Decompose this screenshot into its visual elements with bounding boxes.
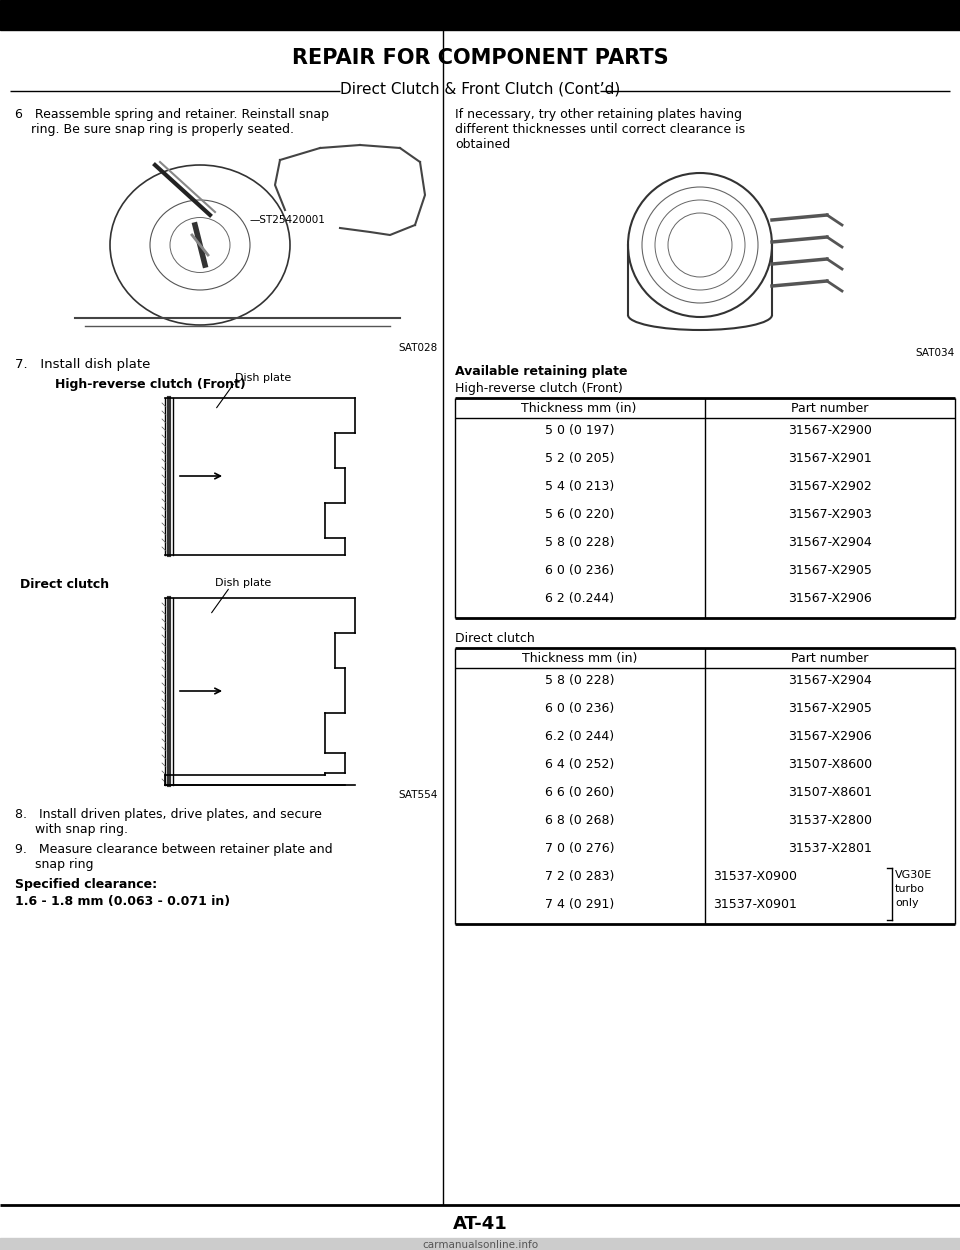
Text: 6 0 (0 236): 6 0 (0 236) [545, 703, 614, 715]
Text: only: only [895, 898, 919, 908]
Text: 6 6 (0 260): 6 6 (0 260) [545, 786, 614, 799]
Text: Thickness mm (in): Thickness mm (in) [521, 402, 636, 415]
Text: 5 6 (0 220): 5 6 (0 220) [545, 508, 614, 521]
Text: 31567-X2901: 31567-X2901 [788, 452, 872, 465]
Text: SAT554: SAT554 [398, 790, 438, 800]
Text: obtained: obtained [455, 138, 511, 151]
Text: Direct clutch: Direct clutch [20, 578, 109, 591]
Text: 31567-X2906: 31567-X2906 [788, 592, 872, 605]
Text: 31567-X2904: 31567-X2904 [788, 674, 872, 688]
Text: 31567-X2905: 31567-X2905 [788, 703, 872, 715]
Text: High-reverse clutch (Front): High-reverse clutch (Front) [455, 382, 623, 395]
Text: 31507-X8601: 31507-X8601 [788, 786, 872, 799]
Text: 7 0 (0 276): 7 0 (0 276) [545, 842, 614, 855]
Text: Part number: Part number [791, 402, 869, 415]
Text: 5 8 (0 228): 5 8 (0 228) [545, 536, 614, 549]
Text: High-reverse clutch (Front): High-reverse clutch (Front) [55, 378, 246, 391]
Text: 6 0 (0 236): 6 0 (0 236) [545, 564, 614, 578]
Text: snap ring: snap ring [15, 858, 93, 871]
Text: SAT034: SAT034 [916, 348, 955, 358]
Text: 6 4 (0 252): 6 4 (0 252) [545, 758, 614, 771]
Text: Dish plate: Dish plate [215, 578, 272, 587]
Text: 7 4 (0 291): 7 4 (0 291) [545, 898, 614, 911]
Text: 1.6 - 1.8 mm (0.063 - 0.071 in): 1.6 - 1.8 mm (0.063 - 0.071 in) [15, 895, 230, 908]
Text: 6.2 (0 244): 6.2 (0 244) [545, 730, 614, 742]
Text: 31567-X2904: 31567-X2904 [788, 536, 872, 549]
Bar [0, 0, 960, 30]
Text: Part number: Part number [791, 652, 869, 665]
Text: Thickness mm (in): Thickness mm (in) [522, 652, 637, 665]
Text: SAT028: SAT028 [398, 342, 438, 352]
Text: 31507-X8600: 31507-X8600 [788, 758, 872, 771]
Text: Direct clutch: Direct clutch [455, 632, 535, 645]
Text: turbo: turbo [895, 884, 924, 894]
Text: 31567-X2906: 31567-X2906 [788, 730, 872, 742]
Text: ring. Be sure snap ring is properly seated.: ring. Be sure snap ring is properly seat… [15, 122, 294, 136]
Text: 6 8 (0 268): 6 8 (0 268) [545, 814, 614, 828]
Text: 6 2 (0.244): 6 2 (0.244) [545, 592, 614, 605]
Text: 5 2 (0 205): 5 2 (0 205) [545, 452, 614, 465]
Text: 5 4 (0 213): 5 4 (0 213) [545, 480, 614, 492]
Text: —ST25420001: —ST25420001 [250, 215, 325, 225]
Text: 31537-X0900: 31537-X0900 [713, 870, 797, 882]
Text: 31537-X2800: 31537-X2800 [788, 814, 872, 828]
Text: 31567-X2903: 31567-X2903 [788, 508, 872, 521]
Text: 31567-X2900: 31567-X2900 [788, 424, 872, 438]
Text: Specified clearance:: Specified clearance: [15, 878, 157, 891]
Text: 6   Reassemble spring and retainer. Reinstall snap: 6 Reassemble spring and retainer. Reinst… [15, 107, 329, 121]
Text: Direct Clutch & Front Clutch (Cont’d): Direct Clutch & Front Clutch (Cont’d) [340, 82, 620, 98]
Text: If necessary, try other retaining plates having: If necessary, try other retaining plates… [455, 107, 742, 121]
Text: 31567-X2902: 31567-X2902 [788, 480, 872, 492]
Text: 7.   Install dish plate: 7. Install dish plate [15, 357, 151, 371]
Text: Dish plate: Dish plate [235, 372, 291, 382]
Text: 31537-X0901: 31537-X0901 [713, 898, 797, 911]
Text: AT-41: AT-41 [452, 1215, 508, 1232]
Text: 9.   Measure clearance between retainer plate and: 9. Measure clearance between retainer pl… [15, 842, 332, 856]
Text: different thicknesses until correct clearance is: different thicknesses until correct clea… [455, 122, 745, 136]
Bar [0, 1238, 960, 1250]
Text: REPAIR FOR COMPONENT PARTS: REPAIR FOR COMPONENT PARTS [292, 48, 668, 68]
Text: with snap ring.: with snap ring. [15, 822, 128, 836]
Text: 31537-X2801: 31537-X2801 [788, 842, 872, 855]
Text: 7 2 (0 283): 7 2 (0 283) [545, 870, 614, 882]
Text: carmanualsonline.info: carmanualsonline.info [422, 1240, 538, 1250]
Text: Available retaining plate: Available retaining plate [455, 365, 628, 378]
Text: 8.   Install driven plates, drive plates, and secure: 8. Install driven plates, drive plates, … [15, 808, 322, 821]
Text: VG30E: VG30E [895, 870, 932, 880]
Text: 5 8 (0 228): 5 8 (0 228) [545, 674, 614, 688]
Text: 5 0 (0 197): 5 0 (0 197) [545, 424, 614, 438]
Text: 31567-X2905: 31567-X2905 [788, 564, 872, 578]
